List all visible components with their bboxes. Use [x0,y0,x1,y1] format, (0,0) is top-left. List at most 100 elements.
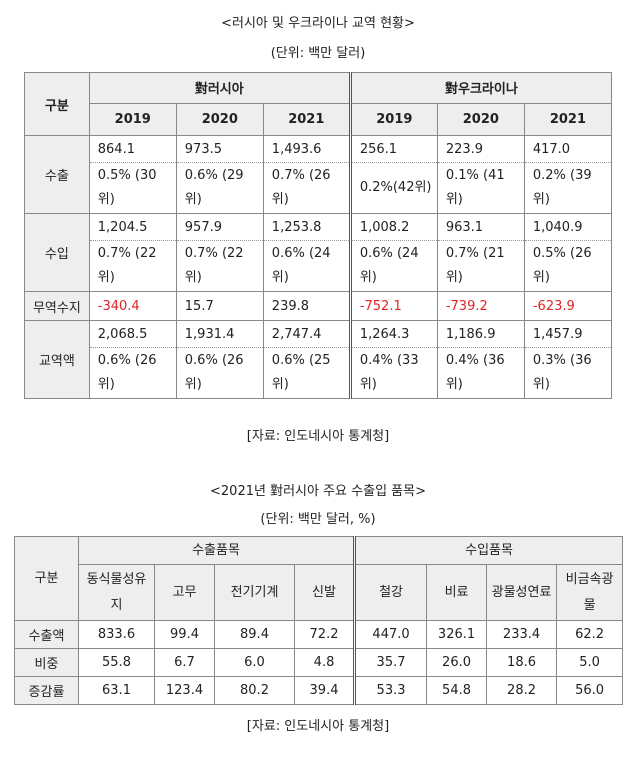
import-value: 1,253.8 [262,213,351,241]
row-label-total: 교역액 [24,320,90,399]
import-value: 957.9 [175,213,264,241]
items-cell: 35.7 [353,648,428,677]
total-value: 1,186.9 [436,320,525,348]
export-share: 0.7% (26위) [262,162,351,214]
items-row-label: 수출액 [14,620,79,649]
import-share: 0.7% (21위) [436,240,525,292]
export-value: 1,493.6 [262,135,351,163]
header-year: 2021 [523,102,613,137]
export-share: 0.5% (30위) [88,162,177,214]
items-cell: 39.4 [293,676,356,705]
items-cell: 56.0 [556,676,624,705]
total-share: 0.3% (36위) [523,347,613,399]
export-items-header: 수출품목 [77,536,356,565]
balance-value: -752.1 [348,291,438,321]
import-share: 0.6% (24위) [348,240,438,292]
table1-title: <러시아 및 우크라이나 교역 현황> [221,16,415,31]
items-cell: 26.0 [426,648,488,677]
trade-table: 구분 對러시아 對우크라이나 2019 2020 2021 2019 2020 … [24,72,613,399]
items-cell: 54.8 [426,676,488,705]
import-share: 0.6% (24위) [262,240,351,292]
header-russia: 對러시아 [88,72,351,104]
items-cell: 55.8 [78,648,155,677]
balance-value: 239.8 [262,291,351,321]
items-cell: 833.6 [78,620,155,649]
items-cell: 63.1 [78,676,155,705]
items-cell: 6.7 [154,648,215,677]
import-items-header: 수입품목 [353,536,624,565]
total-value: 2,068.5 [88,320,177,348]
total-value: 1,264.3 [348,320,438,348]
items-cell: 123.4 [154,676,215,705]
items-row-label: 증감률 [14,676,79,705]
items-cell: 18.6 [486,648,558,677]
total-share: 0.4% (33위) [348,347,438,399]
export-share: 0.6% (29위) [175,162,264,214]
balance-value: 15.7 [175,291,264,321]
table2-title: <2021년 對러시아 주요 수출입 품목> [210,484,426,499]
items-cell: 326.1 [426,620,488,649]
table1-unit: (단위: 백만 달러) [270,46,366,61]
items-cell: 233.4 [486,620,558,649]
items-cell: 5.0 [556,648,624,677]
total-value: 1,931.4 [175,320,264,348]
table2-unit: (단위: 백만 달러, %) [260,512,376,527]
import-share: 0.5% (26위) [523,240,613,292]
total-share: 0.6% (26위) [175,347,264,399]
header-year: 2019 [88,102,177,137]
items-cell: 4.8 [293,648,356,677]
row-label-import: 수입 [24,213,90,292]
header-ukraine: 對우크라이나 [348,72,613,104]
items-cell: 99.4 [154,620,215,649]
export-value: 256.1 [348,135,438,163]
total-value: 2,747.4 [262,320,351,348]
export-share: 0.1% (41위) [436,162,525,214]
import-share: 0.7% (22위) [175,240,264,292]
item-name: 비금속광물 [556,564,624,621]
header-year: 2021 [262,102,351,137]
export-share: 0.2% (39위) [523,162,613,214]
item-name: 신발 [293,564,356,621]
item-name: 철강 [353,564,428,621]
table2-source: [자료: 인도네시아 통계청] [246,719,390,734]
total-share: 0.4% (36위) [436,347,525,399]
import-value: 1,040.9 [523,213,613,241]
header-year: 2020 [175,102,264,137]
items-cell: 80.2 [214,676,295,705]
items-cell: 28.2 [486,676,558,705]
total-share: 0.6% (26위) [88,347,177,399]
item-name: 비료 [426,564,488,621]
item-name: 고무 [154,564,215,621]
items-cell: 72.2 [293,620,356,649]
balance-value: -739.2 [436,291,525,321]
total-share: 0.6% (25위) [262,347,351,399]
table1-source: [자료: 인도네시아 통계청] [246,429,390,444]
item-name: 동식물성유지 [78,564,155,621]
import-value: 1,008.2 [348,213,438,241]
items-table: 구분 수출품목 수입품목 동식물성유지 고무 전기기계 신발 철강 비료 광물성… [14,536,624,705]
total-value: 1,457.9 [523,320,613,348]
items-header-category: 구분 [14,536,79,621]
items-cell: 6.0 [214,648,295,677]
export-value: 973.5 [175,135,264,163]
row-label-export: 수출 [24,135,90,214]
items-cell: 53.3 [353,676,428,705]
header-year: 2020 [436,102,525,137]
balance-value: -340.4 [88,291,177,321]
items-cell: 62.2 [556,620,624,649]
item-name: 광물성연료 [486,564,558,621]
row-label-balance: 무역수지 [24,291,90,321]
export-value: 417.0 [523,135,613,163]
export-value: 864.1 [88,135,177,163]
import-value: 963.1 [436,213,525,241]
header-year: 2019 [348,102,438,137]
item-name: 전기기계 [214,564,295,621]
export-share: 0.2%(42위) [348,162,438,214]
export-value: 223.9 [436,135,525,163]
items-cell: 89.4 [214,620,295,649]
header-category: 구분 [24,72,90,136]
balance-value: -623.9 [523,291,613,321]
import-share: 0.7% (22위) [88,240,177,292]
items-row-label: 비중 [14,648,79,677]
import-value: 1,204.5 [88,213,177,241]
